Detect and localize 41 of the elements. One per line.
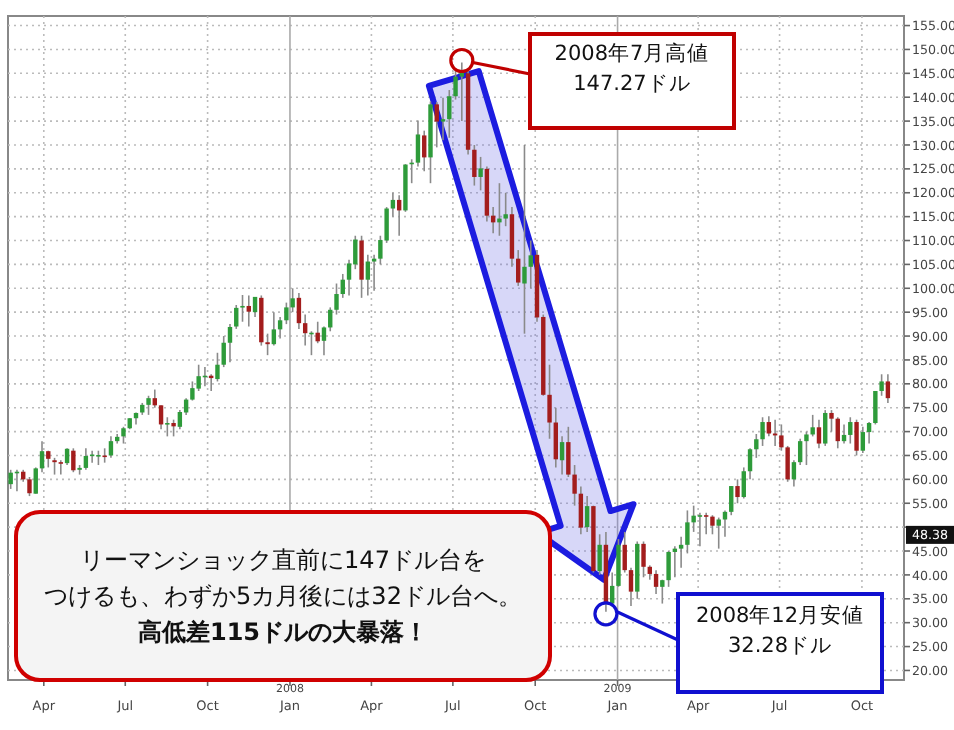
candlestick — [584, 495, 590, 533]
candlestick — [703, 512, 709, 536]
candlestick — [641, 540, 646, 579]
candlestick — [83, 447, 89, 471]
candlestick — [422, 129, 427, 173]
candlestick — [440, 96, 446, 141]
candlestick — [697, 512, 703, 548]
candlestick — [359, 234, 364, 299]
candlestick — [766, 415, 772, 438]
candlestick — [259, 294, 264, 347]
annotation: 高低差115ドルの大暴落！ — [137, 618, 429, 646]
candlestick — [528, 239, 533, 290]
candlestick — [735, 478, 740, 505]
candlestick — [823, 409, 828, 447]
annotation: 2008年12月安値 32.28ドル — [695, 602, 865, 658]
candlestick — [146, 394, 151, 416]
candlestick — [848, 416, 853, 445]
candlestick — [653, 569, 659, 595]
candlestick — [240, 294, 245, 323]
annotation: つけるも、わずか5カ月後には32ドル台へ。 — [44, 582, 522, 610]
candlestick — [616, 538, 621, 588]
annotation: 2008年7月高値 147.27ドル — [554, 40, 710, 96]
candlestick — [854, 418, 859, 457]
candlestick — [27, 476, 32, 497]
candlestick — [246, 294, 251, 328]
candlestick — [415, 119, 421, 168]
candlestick — [860, 426, 866, 454]
candlestick — [522, 144, 527, 335]
candlestick — [597, 533, 602, 576]
candlestick — [365, 254, 371, 297]
candlestick — [271, 311, 277, 347]
candlestick — [71, 447, 76, 473]
candlestick — [165, 416, 170, 438]
annotation: リーマンショック直前に147ドル台を — [80, 546, 486, 574]
candlestick — [635, 540, 640, 600]
candlestick — [459, 61, 465, 122]
candlestick — [885, 373, 891, 404]
candlestick — [666, 550, 671, 588]
candlestick — [816, 418, 822, 450]
candlestick — [434, 101, 439, 149]
candlestick — [716, 516, 721, 550]
